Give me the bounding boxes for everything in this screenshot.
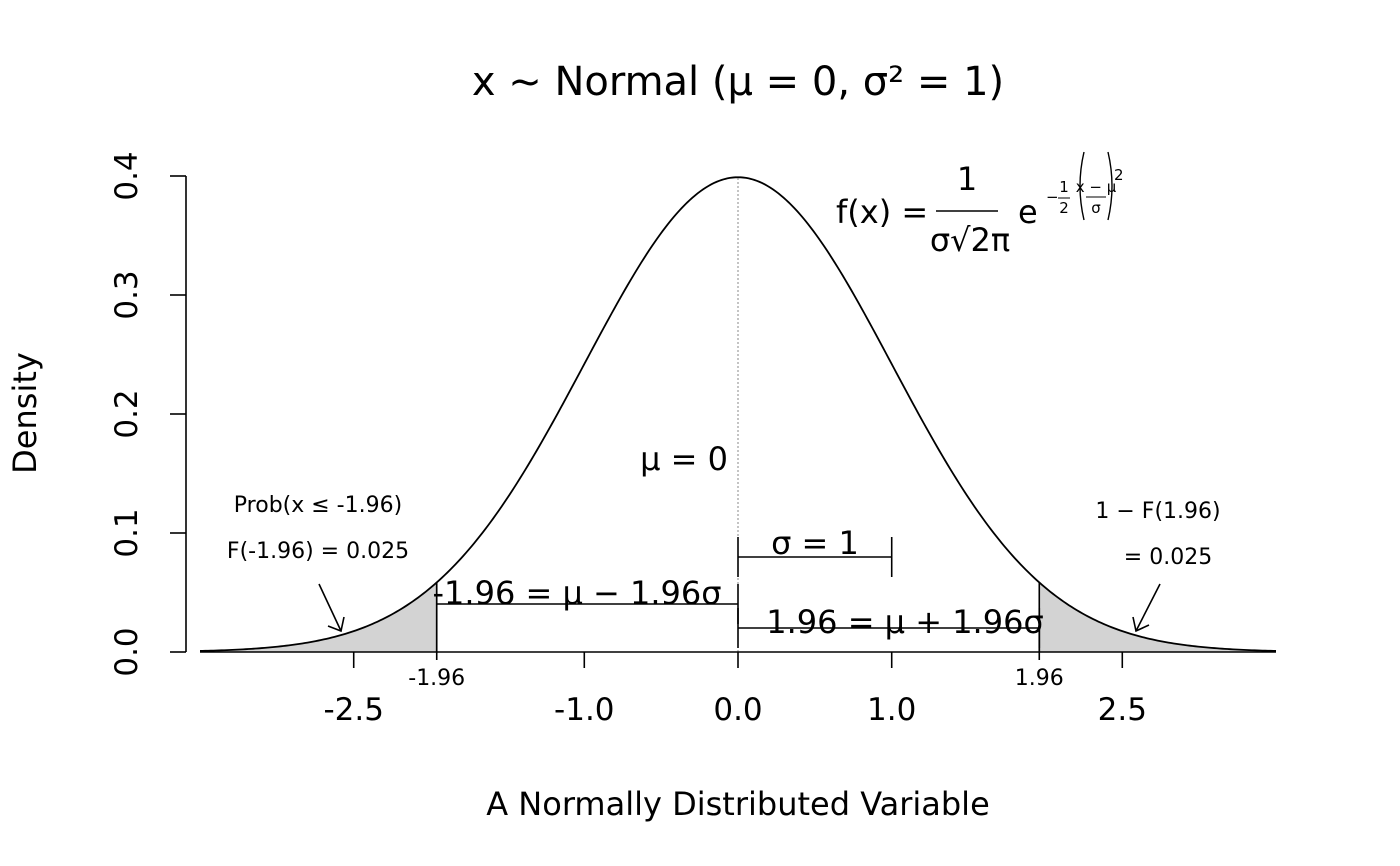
formula-exp-inner: x − μ [1076,178,1117,196]
x-special-tick-label: -1.96 [408,666,465,691]
y-tick-label: 0.4 [109,151,145,200]
formula-exp-right-paren [1107,151,1113,221]
formula-denominator: σ√2π [930,221,1010,259]
density-formula: f(x) = 1 σ√2π e − 1 2 x − μ σ 2 [836,151,1124,259]
right-tail-area [1039,582,1276,652]
chart-title: x ~ Normal (μ = 0, σ² = 1) [472,59,1004,105]
formula-lhs: f(x) = [836,193,928,231]
right-tail-label-line1: 1 − F(1.96) [1095,499,1220,524]
formula-exp-power: 2 [1114,166,1124,184]
left-tail-area [200,582,437,652]
x-axis-title: A Normally Distributed Variable [486,785,990,823]
left-tail-arrow [318,583,345,633]
x-special-tick-label: 1.96 [1015,666,1064,691]
y-axis-title: Density [6,352,44,474]
density-curve [199,176,1277,652]
sigma-bracket: σ = 1 [737,524,893,577]
x-tick-label: -2.5 [323,692,384,728]
left-bracket: -1.96 = μ − 1.96σ [433,574,739,624]
y-tick-label: 0.2 [109,389,145,438]
y-tick-label: 0.1 [109,508,145,557]
right-bracket-label: 1.96 = μ + 1.96σ [766,603,1043,641]
left-tail-label-line2: F(-1.96) = 0.025 [227,539,409,564]
formula-exp-half-num: 1 [1059,178,1069,196]
formula-exp-sigma: σ [1091,199,1101,217]
right-bracket: 1.96 = μ + 1.96σ [737,603,1044,648]
formula-exp-left-paren [1079,151,1085,221]
x-axis-ticks: -2.5 -1.0 0.0 1.0 2.5 -1.96 1.96 [323,624,1147,728]
y-axis-ticks: 0.0 0.1 0.2 0.3 0.4 [109,151,186,677]
sigma-label: σ = 1 [771,524,859,562]
x-tick-label: -1.0 [554,692,615,728]
right-tail-arrow [1132,583,1161,633]
x-tick-label: 1.0 [867,692,916,728]
y-tick-label: 0.0 [109,627,145,676]
y-tick-label: 0.3 [109,270,145,319]
formula-numerator: 1 [957,160,977,198]
x-tick-label: 2.5 [1098,692,1147,728]
formula-e: e [1018,193,1038,231]
formula-exp-minus: − [1046,188,1059,206]
formula-exp-half-den: 2 [1059,199,1069,217]
x-tick-label: 0.0 [713,692,762,728]
right-tail-label-line2: = 0.025 [1124,545,1212,570]
left-tail-label-line1: Prob(x ≤ -1.96) [234,493,402,518]
left-bracket-label: -1.96 = μ − 1.96σ [433,574,722,612]
mu-label: μ = 0 [640,440,728,478]
